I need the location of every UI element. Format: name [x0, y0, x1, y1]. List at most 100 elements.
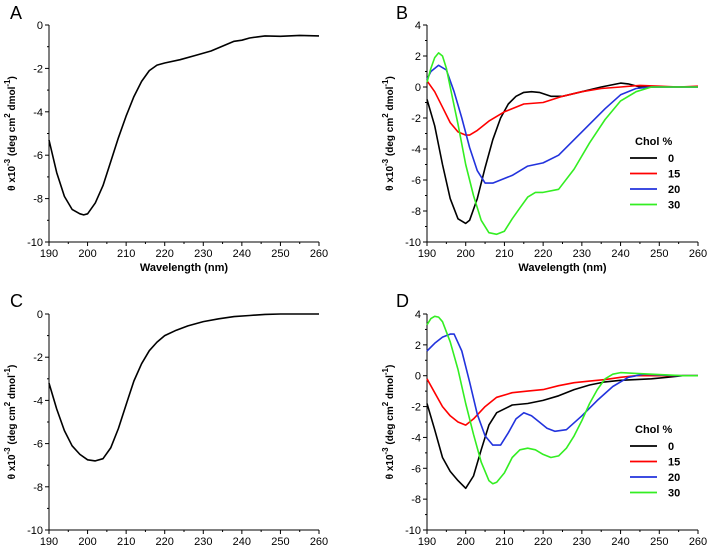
- y-label-text: (deg cm: [385, 118, 396, 159]
- y-label-superscript: -3: [381, 447, 390, 455]
- x-tick-label: 250: [650, 536, 668, 548]
- y-tick-label: -6: [33, 150, 43, 162]
- x-tick-label: 260: [689, 248, 707, 260]
- y-label-text: (deg cm: [385, 406, 396, 447]
- y-tick-label: -8: [33, 482, 43, 494]
- legend-entry-label: 20: [668, 184, 680, 196]
- x-tick-label: 200: [78, 248, 96, 260]
- y-label-text: dmol: [7, 86, 18, 113]
- y-label-text: dmol: [385, 86, 396, 113]
- y-label-text: θ x10: [7, 454, 18, 479]
- y-label-text: (deg cm: [7, 406, 18, 447]
- legend-entry-label: 30: [668, 488, 680, 500]
- y-label-superscript: -3: [381, 158, 390, 166]
- legend: Chol % 0 15 20 30: [630, 424, 680, 500]
- y-tick-label: -2: [33, 352, 43, 364]
- y-tick-label: -6: [411, 463, 421, 475]
- y-axis-label: θ x10-3 (deg cm2 dmol-1): [3, 76, 18, 191]
- series-line-cd: [48, 313, 319, 462]
- panel-label: D: [396, 291, 409, 311]
- panel-d: D190200210220230240250260420-2-4-6-8-10W…: [381, 291, 707, 551]
- y-label-text: ): [7, 365, 18, 368]
- x-tick-label: 210: [495, 536, 513, 548]
- y-label-text: ): [7, 76, 18, 79]
- y-tick-label: -8: [33, 194, 43, 206]
- legend-entry-label: 15: [668, 169, 680, 181]
- y-label-text: dmol: [385, 375, 396, 402]
- y-tick-label: 0: [415, 371, 421, 383]
- x-tick-label: 220: [156, 536, 174, 548]
- y-tick-label: -10: [405, 237, 421, 249]
- x-tick-label: 190: [40, 248, 58, 260]
- y-tick-label: -2: [411, 113, 421, 125]
- y-label-text: θ x10: [7, 166, 18, 191]
- legend-entry-label: 0: [668, 153, 674, 165]
- y-label-superscript: -1: [381, 367, 390, 375]
- x-tick-label: 210: [495, 248, 513, 260]
- x-axis-label: Wavelength (nm): [518, 262, 607, 274]
- series-line-15: [426, 80, 699, 136]
- y-label-text: θ x10: [385, 454, 396, 479]
- y-label-text: (deg cm: [7, 118, 18, 159]
- legend-entry-label: 15: [668, 457, 680, 469]
- legend-title: Chol %: [635, 136, 672, 148]
- x-tick-label: 190: [418, 248, 436, 260]
- series-line-20: [426, 64, 698, 184]
- y-tick-label: -8: [411, 494, 421, 506]
- panel-label: B: [396, 3, 408, 23]
- y-label-text: ): [385, 76, 396, 79]
- y-label-superscript: -1: [3, 79, 12, 87]
- legend-entry-label: 0: [668, 441, 674, 453]
- series-line-0: [426, 82, 698, 225]
- panel-a: A 190 200 210 220 230 240 250 260 0 -2 -4 -6 -8 -10 Wav…: [3, 3, 328, 274]
- series-line-cd: [48, 34, 320, 216]
- x-tick-label: 240: [611, 248, 629, 260]
- y-label-superscript: 2: [3, 401, 12, 406]
- y-tick-label: 4: [415, 20, 421, 32]
- y-tick-label: -2: [411, 402, 421, 414]
- x-tick-label: 190: [40, 536, 58, 548]
- x-tick-label: 260: [310, 248, 328, 260]
- legend-entry-label: 20: [668, 472, 680, 484]
- y-tick-label: 0: [37, 20, 43, 32]
- series-line-0: [426, 374, 698, 490]
- x-tick-label: 220: [534, 248, 552, 260]
- legend-title: Chol %: [635, 424, 672, 436]
- x-tick-label: 190: [418, 536, 436, 548]
- series-line-15: [426, 374, 698, 426]
- y-tick-label: -4: [33, 395, 43, 407]
- x-axis-label: Wavelength (nm): [140, 262, 229, 274]
- panel-label: C: [10, 291, 23, 311]
- x-tick-label: 220: [534, 536, 552, 548]
- y-label-superscript: 2: [3, 113, 12, 118]
- x-tick-label: 230: [573, 536, 591, 548]
- x-tick-label: 230: [573, 248, 591, 260]
- x-tick-label: 230: [194, 536, 212, 548]
- y-axis-label: θ x10-3 (deg cm2 dmol-1): [381, 76, 396, 191]
- y-tick-label: 4: [415, 309, 421, 321]
- y-tick-label: -4: [33, 107, 43, 119]
- y-label-superscript: 2: [381, 401, 390, 406]
- legend: Chol % 0 15 20 30: [630, 136, 680, 212]
- y-label-text: ): [385, 365, 396, 368]
- y-label-superscript: -3: [3, 158, 12, 166]
- x-tick-label: 250: [650, 248, 668, 260]
- y-tick-label: 2: [415, 51, 421, 63]
- y-tick-label: 2: [415, 340, 421, 352]
- x-tick-label: 260: [310, 536, 328, 548]
- y-label-superscript: 2: [381, 113, 390, 118]
- y-label-text: dmol: [7, 375, 18, 402]
- x-tick-label: 210: [117, 536, 135, 548]
- x-tick-label: 230: [194, 248, 212, 260]
- x-tick-label: 240: [611, 536, 629, 548]
- y-tick-label: -4: [411, 144, 421, 156]
- series-line-20: [426, 333, 698, 446]
- y-tick-label: -10: [27, 525, 43, 537]
- y-axis-label: θ x10-3 (deg cm2 dmol-1): [3, 365, 18, 480]
- x-tick-label: 220: [156, 248, 174, 260]
- panel-label: A: [10, 3, 22, 23]
- x-tick-label: 250: [271, 536, 289, 548]
- y-tick-label: -6: [33, 439, 43, 451]
